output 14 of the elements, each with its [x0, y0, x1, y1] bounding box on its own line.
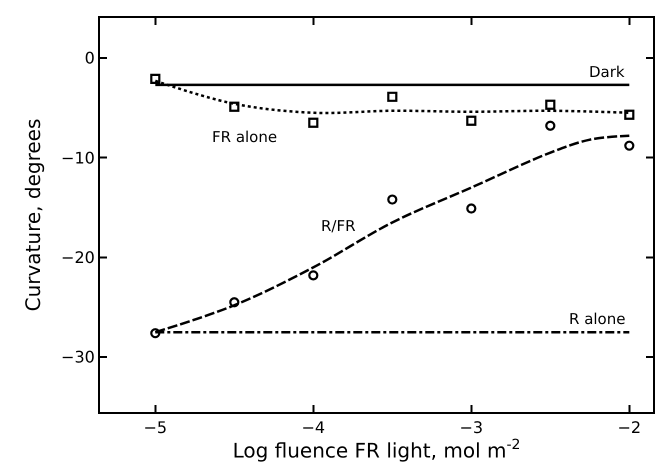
- y-axis-title: Curvature, degrees: [21, 118, 46, 312]
- y-tick-label: 0: [84, 48, 95, 68]
- x-tick-label: −5: [144, 418, 168, 438]
- y-tick-label: −10: [61, 148, 95, 168]
- x-tick-label: −2: [618, 418, 642, 438]
- series-label: Dark: [589, 63, 625, 81]
- series-label: FR alone: [212, 128, 278, 146]
- series-label: R/FR: [321, 217, 356, 235]
- series-label: R alone: [569, 310, 626, 328]
- y-tick-label: −30: [61, 348, 95, 367]
- x-tick-label: −4: [302, 418, 326, 438]
- y-tick-label: −20: [61, 248, 95, 267]
- x-axis-title: Log fluence FR light, mol m$^{-2}$: [232, 437, 520, 463]
- x-tick-label: −3: [460, 418, 484, 438]
